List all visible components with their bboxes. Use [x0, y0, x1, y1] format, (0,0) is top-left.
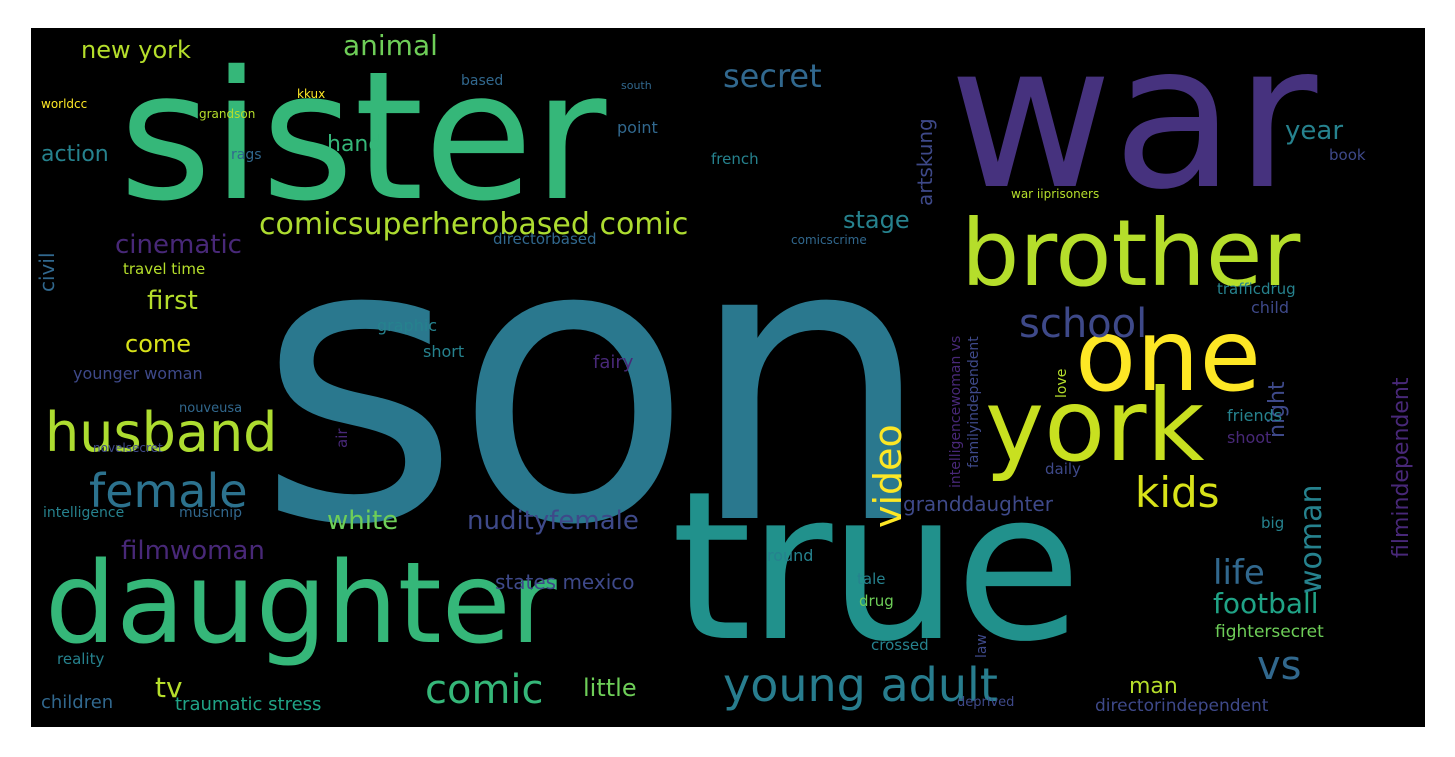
word-true: true	[671, 447, 1082, 687]
word-comicsuperherobased-comic: comicsuperherobased comic	[259, 207, 689, 242]
word-woman: woman	[1294, 484, 1329, 594]
word-rags: rags	[231, 147, 262, 163]
word-one: one	[1075, 297, 1262, 414]
word-nudityfemale: nudityfemale	[467, 506, 639, 536]
word-comic: comic	[425, 667, 544, 713]
word-year: year	[1285, 116, 1344, 146]
word-french: french	[711, 150, 759, 168]
word-artskung: artskung	[913, 118, 937, 206]
word-kids: kids	[1135, 468, 1220, 517]
word-first: first	[147, 286, 198, 316]
word-hand: hand	[327, 132, 383, 157]
word-graphic: graphic	[377, 316, 438, 335]
word-directorbased: directorbased	[493, 230, 597, 248]
word-friends: friends	[1227, 406, 1283, 425]
word-female: female	[89, 464, 248, 518]
word-drug: drug	[859, 592, 894, 610]
word-child: child	[1251, 298, 1289, 317]
word-comicscrime: comicscrime	[791, 233, 867, 247]
word-war-iiprisoners: war iiprisoners	[1011, 187, 1100, 201]
word-man: man	[1129, 674, 1178, 699]
word-intelligence: intelligence	[43, 505, 125, 521]
word-fightersecret: fightersecret	[1215, 622, 1324, 642]
word-big: big	[1261, 514, 1285, 532]
word-musicnip: musicnip	[179, 505, 243, 521]
word-shoot: shoot	[1227, 428, 1272, 447]
word-reality: reality	[57, 650, 105, 668]
word-daily: daily	[1045, 460, 1081, 478]
word-law: law	[974, 634, 990, 658]
word-brother: brother	[961, 200, 1301, 307]
word-fairy: fairy	[593, 352, 634, 373]
word-states-mexico: states mexico	[495, 570, 635, 594]
word-video: video	[866, 424, 910, 528]
word-secret: secret	[723, 57, 822, 95]
word-based: based	[461, 73, 504, 89]
word-south: south	[621, 79, 652, 92]
word-directorindependent: directorindependent	[1095, 696, 1269, 716]
word-deprived: deprived	[957, 695, 1015, 710]
word-crossed: crossed	[871, 636, 929, 654]
word-traumatic-stress: traumatic stress	[175, 694, 322, 715]
word-round: round	[767, 546, 814, 565]
word-worldcc: worldcc	[41, 97, 88, 111]
word-point: point	[617, 118, 658, 137]
word-novelsecret: novelsecret	[93, 441, 163, 455]
word-vs: vs	[1257, 643, 1302, 689]
word-animal: animal	[343, 29, 438, 62]
word-war: war	[949, 28, 1318, 234]
word-sister: sister	[119, 33, 607, 240]
word-short: short	[423, 342, 465, 361]
word-love: love	[1054, 368, 1070, 398]
word-white: white	[327, 506, 399, 536]
word-son: son	[257, 156, 934, 610]
word-younger-woman: younger woman	[73, 364, 203, 383]
word-familyindependent: familyindependent	[966, 336, 982, 468]
word-husband: husband	[45, 401, 278, 464]
word-book: book	[1329, 146, 1366, 164]
word-children: children	[41, 692, 114, 713]
word-filmwoman: filmwoman	[121, 536, 265, 566]
word-grandson: grandson	[199, 107, 256, 121]
word-stage: stage	[843, 206, 910, 234]
word-new-york: new york	[81, 36, 191, 64]
word-nouveusa: nouveusa	[179, 401, 243, 416]
word-travel-time: travel time	[123, 260, 206, 278]
word-kkux: kkux	[297, 87, 326, 101]
word-granddaughter: granddaughter	[903, 492, 1053, 516]
word-trafficdrug: trafficdrug	[1217, 280, 1296, 298]
word-daughter: daughter	[45, 539, 557, 669]
word-little: little	[583, 674, 637, 702]
word-filmindependent: filmindependent	[1389, 377, 1414, 558]
word-intelligencewoman-vs: intelligencewoman vs	[948, 335, 964, 488]
word-come: come	[125, 330, 192, 358]
word-young-adult: young adult	[723, 658, 998, 712]
word-action: action	[41, 142, 109, 167]
word-tale: tale	[857, 570, 886, 588]
word-life: life	[1213, 553, 1265, 593]
word-school: school	[1019, 301, 1148, 347]
word-football: football	[1213, 587, 1319, 620]
word-air: air	[333, 428, 351, 448]
word-tv: tv	[155, 671, 183, 704]
word-cinematic: cinematic	[115, 230, 242, 260]
word-york: york	[985, 367, 1205, 484]
word-cloud: son sister war true daughter brother one…	[31, 28, 1425, 727]
word-civil: civil	[35, 252, 59, 292]
